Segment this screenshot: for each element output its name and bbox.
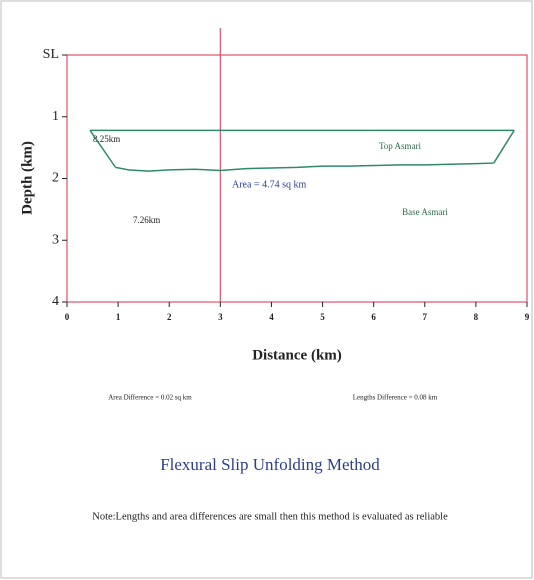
outline-side bbox=[89, 129, 117, 168]
y-axis-label: Depth (km) bbox=[19, 141, 35, 215]
note: Area Difference = 0.02 sq km bbox=[108, 394, 192, 402]
x-tick-label: 2 bbox=[167, 312, 172, 322]
x-axis-label: Distance (km) bbox=[252, 347, 342, 363]
x-tick-label: 0 bbox=[65, 312, 70, 322]
x-tick-label: 5 bbox=[320, 312, 325, 322]
x-tick-label: 9 bbox=[525, 312, 530, 322]
note: Lengths Difference = 0.08 km bbox=[353, 394, 438, 402]
series-label: Base Asmari bbox=[402, 207, 448, 217]
x-tick-label: 4 bbox=[269, 312, 274, 322]
line bbox=[115, 162, 494, 172]
outline-side bbox=[493, 129, 515, 164]
x-tick-label: 1 bbox=[116, 312, 121, 322]
x-tick-label: 3 bbox=[218, 312, 223, 322]
title: Flexural Slip Unfolding Method bbox=[160, 455, 380, 474]
y-tick-label: 3 bbox=[52, 232, 59, 247]
y-tick-label: 1 bbox=[52, 109, 59, 124]
y-tick-label: 4 bbox=[52, 294, 59, 309]
x-tick-label: 7 bbox=[423, 312, 428, 322]
x-tick-label: 6 bbox=[371, 312, 376, 322]
footnote: Note:Lengths and area differences are sm… bbox=[92, 511, 448, 522]
x-tick-label: 8 bbox=[474, 312, 479, 322]
annotation: 7.26km bbox=[133, 215, 160, 225]
series-label: Top Asmari bbox=[379, 141, 422, 151]
annotation: 8.25km bbox=[93, 134, 120, 144]
y-tick-label: 2 bbox=[52, 171, 59, 186]
annotation: Area = 4.74 sq km bbox=[232, 179, 306, 190]
y-tick-label: SL bbox=[43, 47, 59, 62]
